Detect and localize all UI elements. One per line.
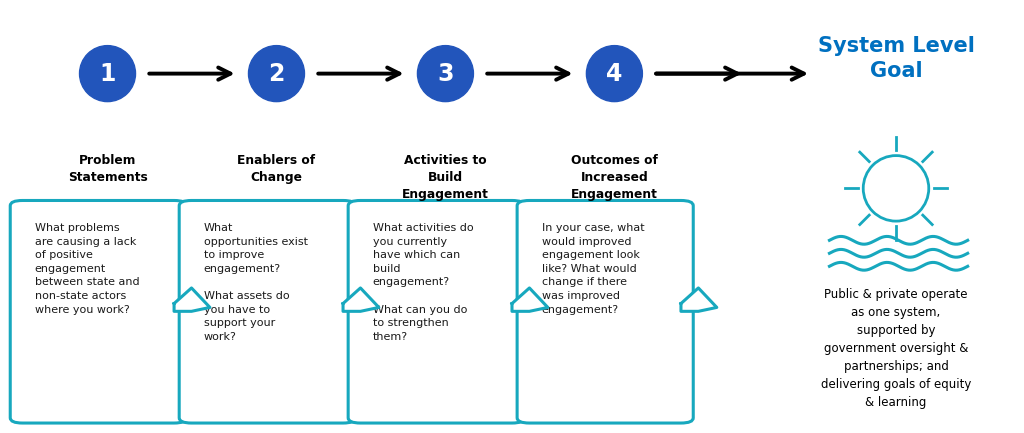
Text: 1: 1 [99,61,116,86]
Text: What problems
are causing a lack
of positive
engagement
between state and
non-st: What problems are causing a lack of posi… [35,223,139,315]
Ellipse shape [587,45,642,102]
Ellipse shape [418,45,473,102]
Text: 3: 3 [437,61,454,86]
Polygon shape [174,288,210,311]
Text: Problem
Statements: Problem Statements [68,154,147,184]
FancyBboxPatch shape [10,200,186,423]
FancyBboxPatch shape [179,200,355,423]
Text: Enablers of
Change: Enablers of Change [238,154,315,184]
Polygon shape [681,288,717,311]
FancyBboxPatch shape [348,200,524,423]
FancyBboxPatch shape [517,200,693,423]
Ellipse shape [249,45,304,102]
Text: What
opportunities exist
to improve
engagement?

What assets do
you have to
supp: What opportunities exist to improve enga… [204,223,308,342]
Text: 2: 2 [268,61,285,86]
Text: Public & private operate
as one system,
supported by
government oversight &
part: Public & private operate as one system, … [821,288,971,409]
Text: System Level
Goal: System Level Goal [817,36,975,81]
Polygon shape [343,288,379,311]
Ellipse shape [80,45,135,102]
Text: What activities do
you currently
have which can
build
engagement?

What can you : What activities do you currently have wh… [373,223,473,342]
Polygon shape [512,288,548,311]
Text: In your case, what
would improved
engagement look
like? What would
change if the: In your case, what would improved engage… [542,223,644,315]
Text: Activities to
Build
Engagement: Activities to Build Engagement [402,154,488,201]
Text: Outcomes of
Increased
Engagement: Outcomes of Increased Engagement [571,154,657,201]
Text: 4: 4 [606,61,623,86]
